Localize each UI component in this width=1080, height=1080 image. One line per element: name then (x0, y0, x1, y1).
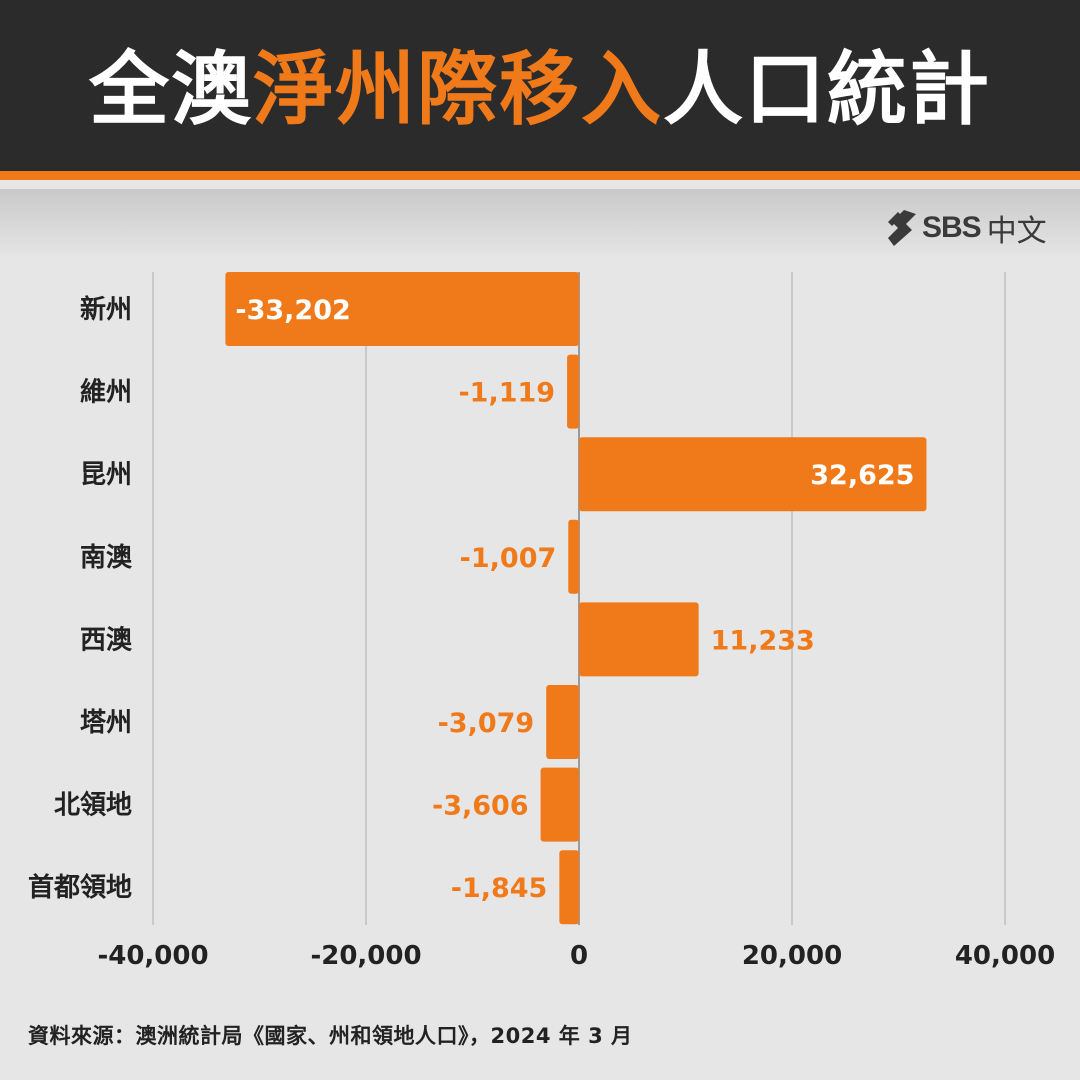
category-label: 南澳 (80, 543, 133, 573)
header-banner: 全澳淨州際移入人口統計 (0, 0, 1080, 180)
category-label: 首都領地 (28, 872, 132, 903)
x-tick-label: 40,000 (955, 941, 1055, 971)
category-label: 維州 (80, 377, 132, 408)
logo-sub: 中文 (986, 214, 1047, 249)
value-label: -3,606 (432, 791, 529, 822)
title-prefix: 全澳 (89, 43, 253, 136)
category-label: 塔州 (80, 708, 132, 738)
logo-brand: SBS (922, 211, 982, 244)
category-label: 昆州 (80, 460, 132, 490)
value-label: 11,233 (711, 625, 815, 656)
value-label: -33,202 (235, 295, 350, 326)
bar (540, 767, 579, 842)
bar (225, 272, 580, 346)
chart-title: 全澳淨州際移入人口統計 (0, 42, 1080, 138)
x-tick-label: 0 (570, 941, 588, 971)
sbs-logo: SBS 中文 (884, 204, 1047, 252)
bar (579, 437, 927, 512)
category-label: 西澳 (80, 625, 133, 655)
x-tick-label: 20,000 (742, 941, 842, 971)
value-label: 32,625 (810, 460, 914, 491)
category-label: 新州 (80, 294, 132, 325)
x-tick-label: -20,000 (310, 941, 421, 971)
x-tick-label: -40,000 (97, 941, 208, 971)
sbs-logo-icon (888, 210, 916, 246)
value-label: -1,007 (460, 543, 557, 574)
bar (546, 685, 579, 759)
value-label: -1,845 (451, 873, 548, 904)
title-suffix: 人口統計 (663, 43, 991, 136)
bar (579, 602, 699, 677)
value-label: -1,119 (458, 378, 555, 409)
source-note: 資料來源：澳洲統計局《國家、州和領地人口》，2024 年 3 月 (28, 1024, 633, 1048)
bar (567, 354, 579, 429)
bar (559, 850, 579, 925)
value-label: -3,079 (438, 708, 535, 739)
title-highlight: 淨州際移入 (253, 43, 663, 136)
bar (568, 519, 579, 594)
category-label: 北領地 (54, 790, 132, 821)
